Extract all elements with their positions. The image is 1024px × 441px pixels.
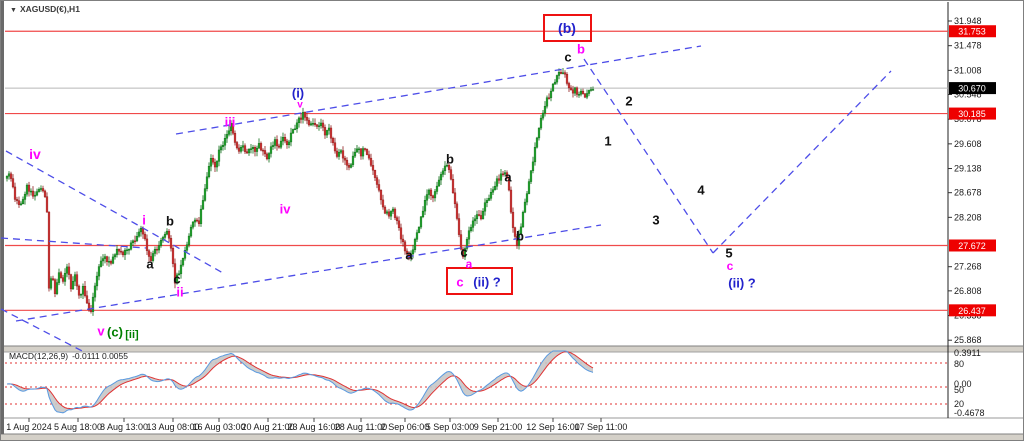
wave-label[interactable]: i bbox=[142, 213, 146, 228]
wave-label[interactable]: b bbox=[577, 42, 585, 57]
macd-main-line bbox=[6, 350, 594, 414]
wave-label[interactable]: a bbox=[146, 257, 154, 272]
price-tick-label: 30.548 bbox=[954, 90, 982, 100]
wave-label[interactable]: (b) bbox=[558, 20, 576, 36]
wave-label[interactable]: ii bbox=[176, 285, 183, 300]
price-tick-label: 28.678 bbox=[954, 188, 982, 198]
candlestick-series bbox=[5, 68, 595, 316]
wave-label[interactable]: iii bbox=[225, 115, 236, 130]
wave-label[interactable]: b bbox=[166, 214, 174, 229]
price-tick-label: 28.208 bbox=[954, 212, 982, 222]
trend-line bbox=[1, 237, 147, 249]
wave-label[interactable]: 1 bbox=[604, 134, 611, 149]
wave-label[interactable]: c bbox=[727, 259, 734, 273]
wave-label[interactable]: c bbox=[460, 245, 467, 260]
macd-axis-label: 0.00 bbox=[954, 379, 972, 389]
wave-label[interactable]: 2 bbox=[625, 94, 632, 109]
trend-lines[interactable] bbox=[1, 45, 892, 354]
wave-label[interactable]: (i) bbox=[292, 86, 304, 101]
annotation-box[interactable] bbox=[543, 14, 592, 42]
wave-label[interactable]: (ii) ? bbox=[728, 276, 755, 291]
macd-axis-label: 20 bbox=[954, 399, 964, 409]
trend-line bbox=[1, 308, 87, 354]
macd-axis-label: 80 bbox=[954, 359, 964, 369]
time-tick-label: 1 Aug 2024 bbox=[6, 422, 52, 432]
time-tick-label: 23 Aug 16:00 bbox=[287, 422, 340, 432]
macd-axis-label: 50 bbox=[954, 385, 964, 395]
bottom-strip bbox=[1, 434, 1023, 440]
wave-label[interactable]: iv bbox=[280, 202, 292, 217]
time-tick-label: 20 Aug 21:00 bbox=[241, 422, 294, 432]
time-tick-label: 17 Sep 11:00 bbox=[575, 422, 628, 432]
price-badge-value: 31.753 bbox=[958, 27, 986, 37]
price-badge-value: 30.185 bbox=[958, 109, 986, 119]
time-tick-label: 16 Aug 03:00 bbox=[192, 422, 245, 432]
panel-separator[interactable] bbox=[1, 346, 1024, 352]
wave-label[interactable]: c bbox=[173, 272, 180, 287]
price-badge-value: 30.670 bbox=[958, 84, 986, 94]
price-tick-label: 31.008 bbox=[954, 65, 982, 75]
price-badge-red bbox=[949, 304, 996, 317]
macd-axis-label: -0.4678 bbox=[954, 408, 985, 418]
window-left-border bbox=[1, 1, 4, 434]
wave-label[interactable]: a bbox=[405, 248, 413, 263]
price-tick-label: 31.948 bbox=[954, 16, 982, 26]
time-tick-label: 12 Sep 16:00 bbox=[526, 422, 580, 432]
price-badge-red bbox=[949, 239, 996, 252]
price-tick-label: 27.268 bbox=[954, 262, 982, 272]
price-axis: 31.94831.47831.00830.54830.07829.60829.1… bbox=[948, 16, 996, 345]
price-badge-value: 27.672 bbox=[958, 241, 986, 251]
wave-label[interactable]: c bbox=[456, 275, 463, 290]
price-tick-label: 26.808 bbox=[954, 286, 982, 296]
time-tick-label: 2 Sep 06:00 bbox=[381, 422, 430, 432]
wave-label[interactable]: b bbox=[446, 152, 454, 167]
macd-signal-line bbox=[7, 351, 594, 410]
wave-label[interactable]: a bbox=[466, 257, 473, 271]
price-badge-red bbox=[949, 25, 996, 38]
price-level-lines bbox=[5, 30, 948, 311]
price-tick-label: 25.868 bbox=[954, 335, 982, 345]
wave-label[interactable]: (c) bbox=[107, 325, 123, 340]
wave-label[interactable]: 3 bbox=[652, 213, 659, 228]
wave-label[interactable]: iv bbox=[29, 146, 41, 162]
price-tick-label: 31.478 bbox=[954, 41, 982, 51]
time-tick-label: 9 Sep 21:00 bbox=[474, 422, 523, 432]
wave-label[interactable]: v bbox=[297, 100, 303, 111]
price-tick-label: 29.608 bbox=[954, 139, 982, 149]
trend-line bbox=[175, 45, 702, 135]
wave-label[interactable]: [ii] bbox=[125, 329, 139, 341]
price-badge-red bbox=[949, 107, 996, 120]
trend-line bbox=[583, 58, 714, 254]
macd-axis-label: 0.3911 bbox=[954, 348, 981, 358]
wave-label[interactable]: b bbox=[516, 229, 524, 244]
wave-label[interactable]: 5 bbox=[725, 246, 732, 261]
wave-label[interactable]: c bbox=[564, 50, 571, 65]
time-tick-label: 5 Sep 03:00 bbox=[426, 422, 475, 432]
trend-line bbox=[15, 224, 602, 322]
annotation-box[interactable] bbox=[446, 267, 513, 295]
time-tick-label: 28 Aug 11:00 bbox=[335, 422, 387, 432]
price-tick-label: 29.138 bbox=[954, 164, 982, 174]
time-tick-label: 13 Aug 08:00 bbox=[146, 422, 199, 432]
wave-label[interactable]: 4 bbox=[697, 183, 705, 198]
time-tick-label: 5 Aug 18:00 bbox=[54, 422, 102, 432]
price-badge-value: 26.437 bbox=[958, 306, 986, 316]
trend-line bbox=[5, 150, 224, 274]
price-badge-black bbox=[949, 82, 996, 95]
wave-label[interactable]: a bbox=[504, 170, 512, 185]
wave-label[interactable]: v bbox=[97, 324, 105, 339]
macd-histogram-fill bbox=[7, 351, 593, 413]
wave-label[interactable]: (ii) ? bbox=[473, 275, 500, 290]
time-tick-label: 8 Aug 13:00 bbox=[100, 422, 148, 432]
trend-line bbox=[712, 70, 892, 254]
